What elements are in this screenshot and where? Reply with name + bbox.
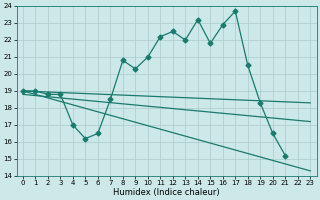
- X-axis label: Humidex (Indice chaleur): Humidex (Indice chaleur): [113, 188, 220, 197]
